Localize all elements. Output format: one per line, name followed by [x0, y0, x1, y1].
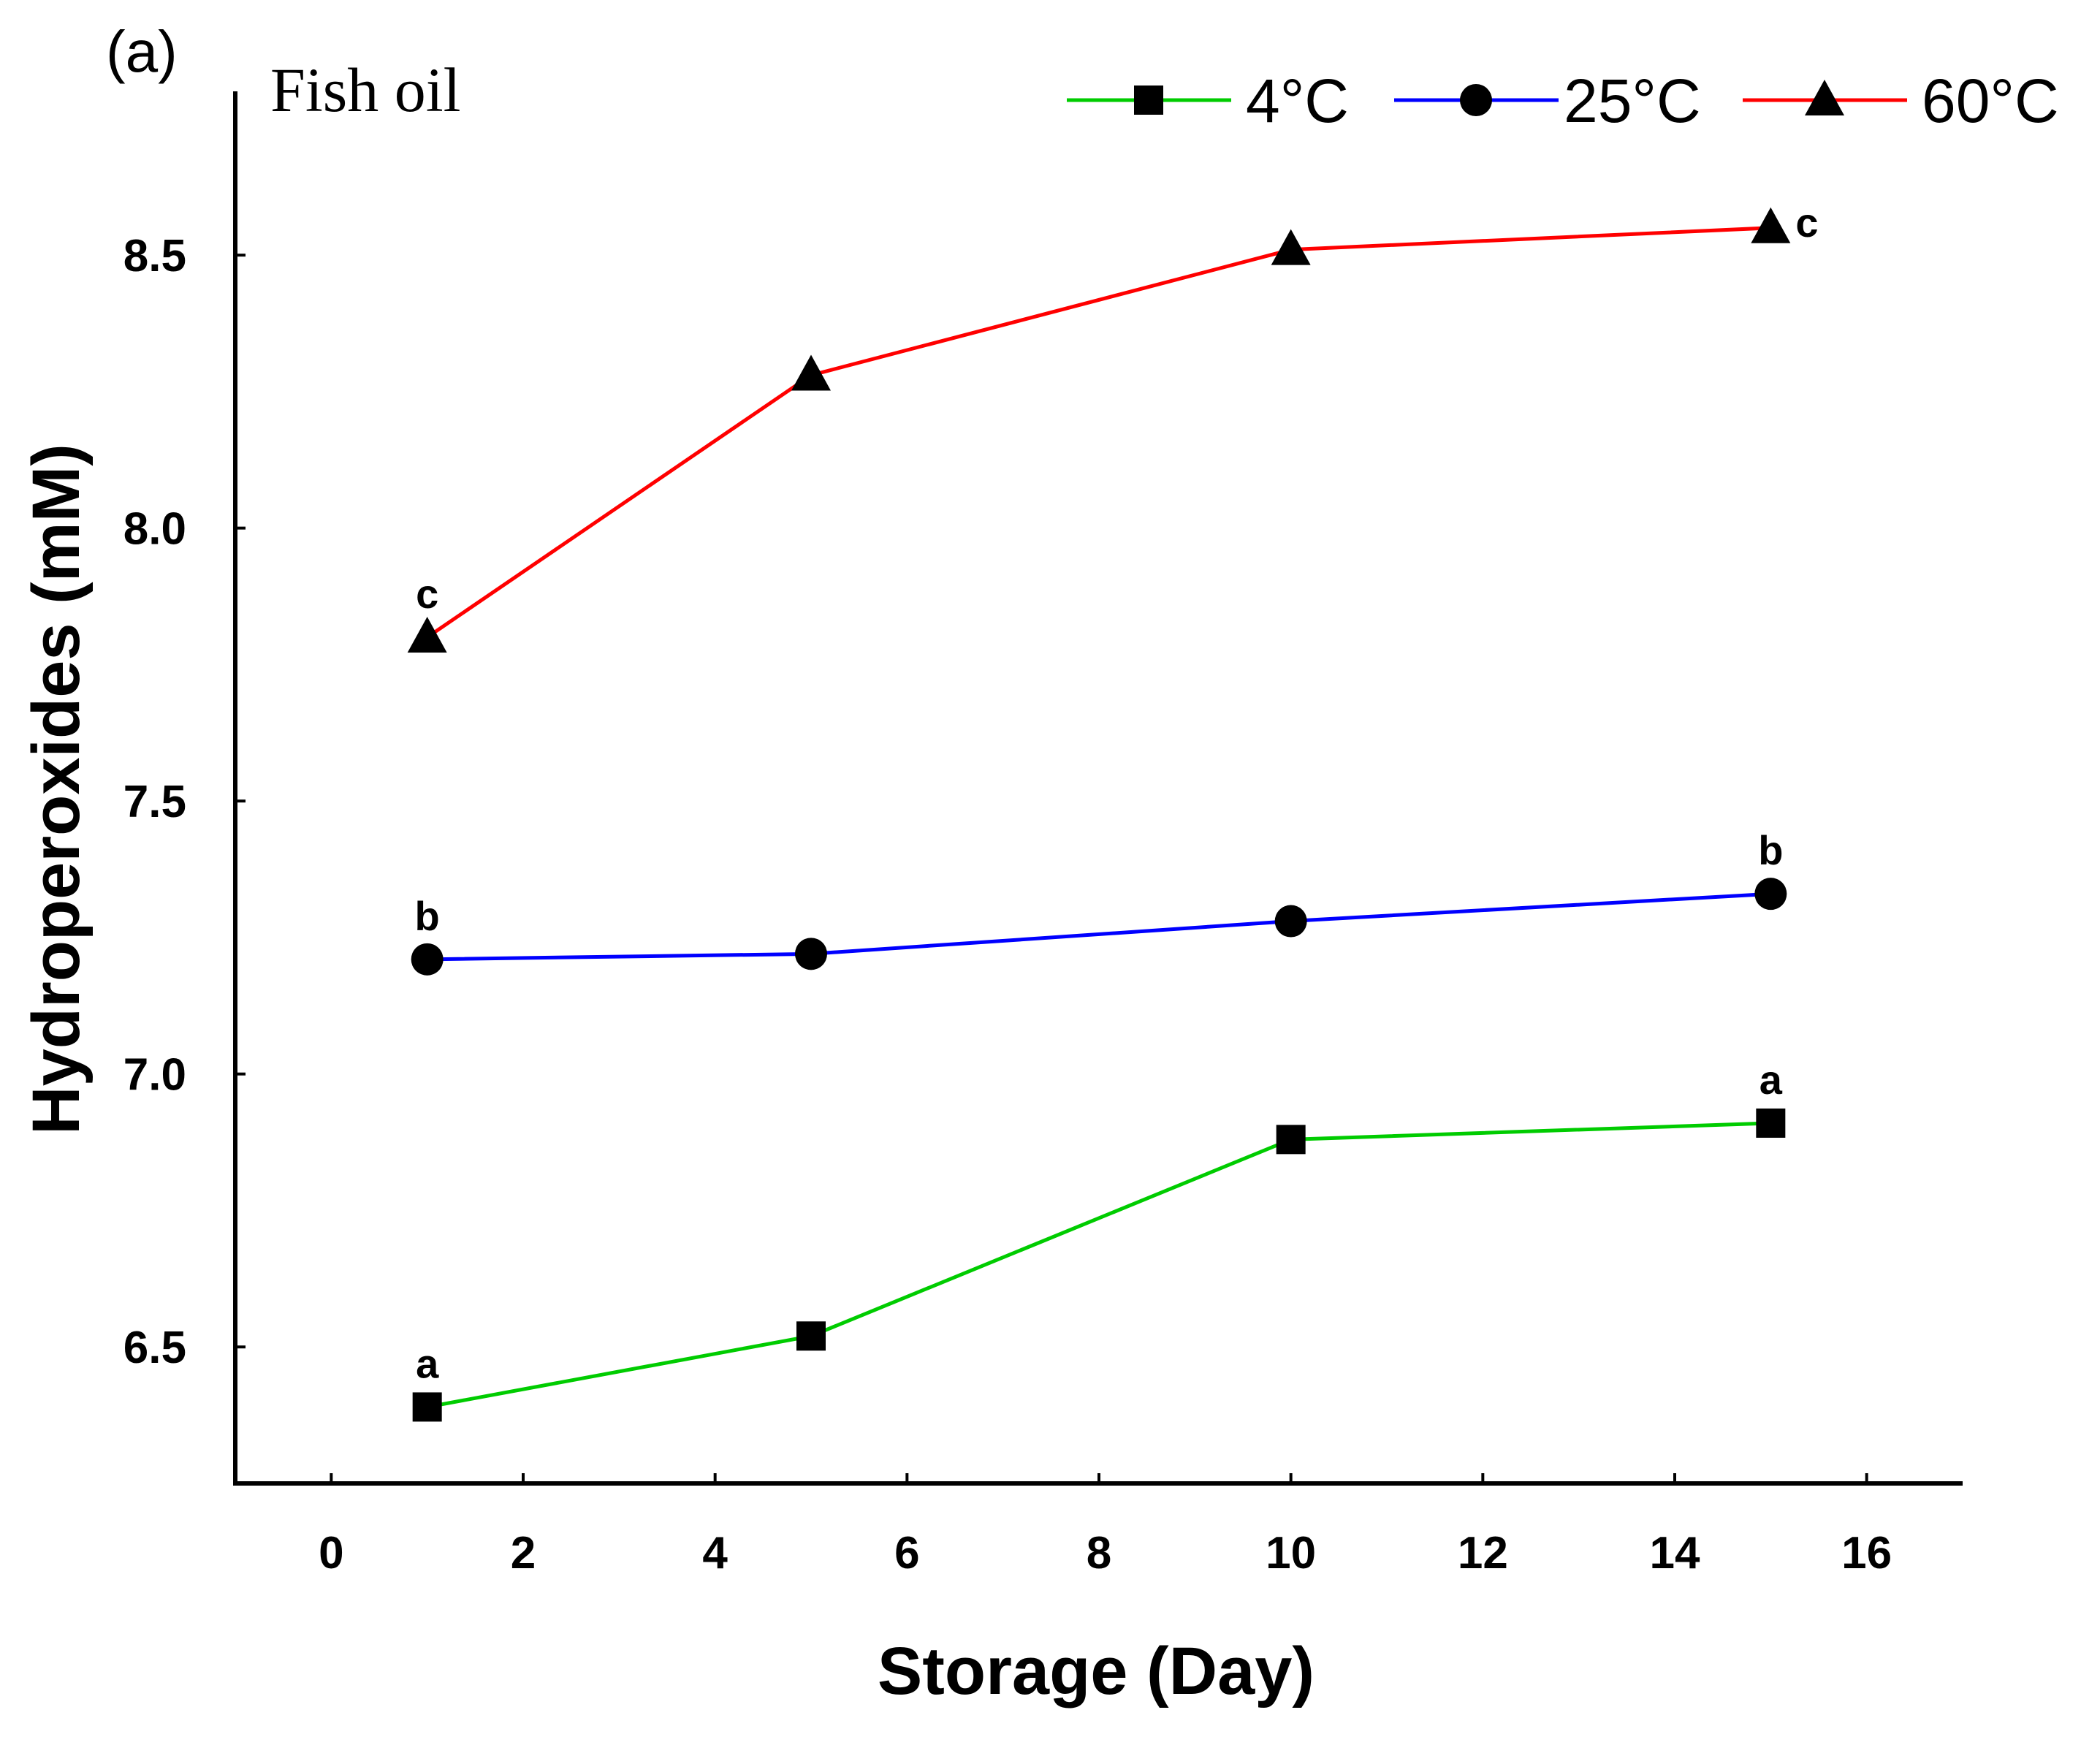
y-tick-label: 8.5 [123, 231, 186, 281]
series-line-triangle [426, 226, 1771, 639]
y-tick-label: 6.5 [123, 1323, 186, 1373]
chart-title: Fish oil [270, 55, 460, 125]
legend-marker-triangle [1805, 80, 1844, 115]
series-line-circle [427, 892, 1771, 962]
series-line-square [427, 1121, 1771, 1409]
series-square: aa [412, 1057, 1786, 1422]
y-tick-label: 7.5 [123, 777, 186, 827]
data-point-triangle [1751, 207, 1791, 243]
x-tick-label: 6 [894, 1528, 919, 1578]
legend-label: 60°C [1922, 66, 2059, 135]
legend-marker-square [1134, 85, 1163, 115]
data-point-square [412, 1392, 442, 1422]
data-point-triangle [407, 617, 447, 653]
significance-label: a [1759, 1057, 1783, 1103]
x-tick-label: 8 [1087, 1528, 1111, 1578]
y-axis-ticks: 6.5 7.0 7.5 8.0 8.5 [123, 231, 246, 1373]
data-point-square [1276, 1125, 1306, 1155]
y-tick-label: 7.0 [123, 1050, 186, 1101]
series-circle: bb [411, 827, 1787, 976]
x-tick-label: 4 [702, 1528, 728, 1578]
x-tick-label: 16 [1841, 1528, 1892, 1578]
x-tick-label: 2 [511, 1528, 536, 1578]
significance-label: a [416, 1340, 439, 1386]
significance-label: c [416, 571, 438, 617]
significance-label: c [1795, 199, 1818, 246]
legend-marker-circle [1460, 84, 1492, 116]
x-axis-title: Storage (Day) [878, 1634, 1315, 1709]
data-point-square [1756, 1108, 1786, 1138]
legend-entry-triangle: 60°C [1743, 66, 2059, 135]
x-tick-label: 14 [1650, 1528, 1700, 1578]
data-point-circle [411, 943, 444, 976]
y-axis-title: Hydroperoxides (mM) [19, 444, 94, 1135]
legend-label: 25°C [1564, 66, 1701, 135]
legend-entry-square: 4°C [1067, 66, 1349, 135]
x-tick-label: 12 [1458, 1528, 1508, 1578]
data-point-triangle [791, 354, 831, 391]
series-triangle: cc [407, 199, 1818, 653]
legend-label: 4°C [1246, 66, 1349, 135]
legend-entry-circle: 25°C [1394, 66, 1701, 135]
data-point-circle [795, 938, 827, 970]
significance-label: b [415, 893, 440, 939]
data-point-circle [1274, 905, 1307, 938]
data-point-circle [1754, 878, 1787, 911]
y-tick-label: 8.0 [123, 504, 186, 555]
data-point-triangle [1271, 229, 1311, 265]
x-tick-label: 10 [1266, 1528, 1316, 1578]
legend: 4°C 25°C 60°C [1067, 66, 2059, 135]
significance-label: b [1758, 827, 1783, 873]
x-axis-ticks: 0 2 4 6 8 10 12 14 16 [319, 1473, 1892, 1578]
x-tick-label: 0 [319, 1528, 343, 1578]
data-point-square [796, 1321, 826, 1351]
panel-label: (a) [106, 19, 178, 84]
